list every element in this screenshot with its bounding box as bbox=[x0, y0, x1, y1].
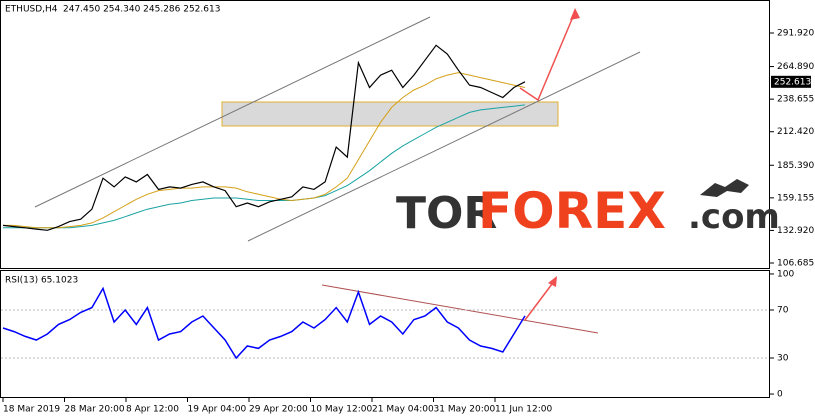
price-panel bbox=[0, 0, 770, 269]
rsi-tick-label: 30 bbox=[777, 354, 789, 364]
y-tick-label: 159.155 bbox=[777, 193, 814, 203]
x-tick-label: 31 May 20:00 bbox=[434, 405, 496, 415]
x-tick-label: 8 Apr 12:00 bbox=[126, 405, 179, 415]
support-zone bbox=[221, 101, 559, 127]
rsi-tick-label: 0 bbox=[777, 390, 783, 400]
x-tick-label: 28 Mar 20:00 bbox=[65, 405, 125, 415]
rsi-tick-label: 100 bbox=[777, 269, 794, 279]
y-tick-label: 185.390 bbox=[777, 161, 814, 171]
rsi-line bbox=[2, 286, 526, 360]
price-tag-label: 252.613 bbox=[774, 77, 811, 87]
forecast-arrow bbox=[519, 11, 576, 102]
watermark-com: .com bbox=[688, 197, 780, 237]
rsi-arrow bbox=[524, 279, 556, 321]
arrow-head bbox=[570, 8, 580, 20]
y-tick-label: 291.920 bbox=[777, 29, 814, 39]
watermark-tor: TOR bbox=[396, 188, 497, 239]
x-tick-label: 19 Apr 04:00 bbox=[188, 405, 247, 415]
watermark-icon bbox=[700, 179, 749, 197]
y-tick-label: 212.420 bbox=[777, 127, 814, 137]
symbol: ETHUSD,H4 bbox=[5, 5, 58, 15]
y-tick-label: 106.685 bbox=[777, 259, 814, 269]
x-tick-label: 10 May 12:00 bbox=[311, 405, 373, 415]
rsi-panel bbox=[0, 270, 770, 398]
rsi-trendline bbox=[321, 284, 599, 334]
price-line bbox=[2, 44, 526, 231]
arrow-head bbox=[548, 276, 557, 287]
price-line bbox=[3, 72, 526, 229]
y-tick-label: 132.920 bbox=[777, 226, 814, 236]
x-tick-label: 21 May 04:00 bbox=[372, 405, 434, 415]
price-line bbox=[3, 104, 526, 229]
y-tick-label: 238.655 bbox=[777, 95, 814, 105]
ohlc: 247.450 254.340 245.286 252.613 bbox=[63, 5, 220, 15]
x-tick-label: 18 Mar 2019 bbox=[3, 405, 60, 415]
y-tick-label: 264.890 bbox=[777, 62, 814, 72]
channel-upper bbox=[34, 16, 431, 208]
rsi-tick-label: 70 bbox=[777, 305, 789, 315]
x-tick-label: 29 Apr 20:00 bbox=[249, 405, 308, 415]
price-tag bbox=[771, 75, 811, 88]
x-tick-label: 11 Jun 12:00 bbox=[495, 405, 552, 415]
rsi-label: RSI(13) 65.1023 bbox=[5, 276, 78, 286]
channel-lower bbox=[247, 51, 641, 242]
watermark-forex: FOREX bbox=[478, 182, 666, 240]
